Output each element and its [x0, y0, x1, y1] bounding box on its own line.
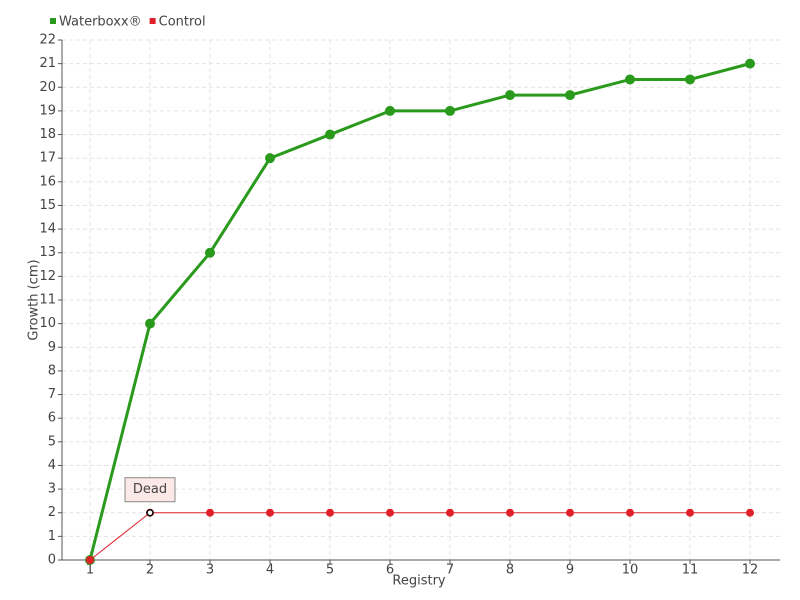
data-point — [326, 508, 334, 517]
data-point — [685, 74, 695, 85]
x-tick-label: 12 — [742, 563, 759, 578]
data-point — [566, 508, 574, 517]
annotation-point — [146, 508, 154, 517]
data-point — [445, 105, 455, 116]
x-tick-label: 10 — [622, 563, 639, 578]
y-tick-label: 10 — [39, 316, 56, 331]
legend-label: Waterboxx® — [59, 15, 142, 30]
y-tick-label: 8 — [48, 363, 56, 378]
x-tick-label: 8 — [506, 563, 514, 578]
legend-swatch — [50, 18, 56, 24]
x-tick-label: 6 — [386, 563, 394, 578]
y-tick-label: 3 — [48, 482, 56, 497]
data-point — [86, 556, 94, 564]
data-point — [266, 508, 274, 517]
annotation-box — [124, 477, 176, 503]
y-tick-label: 22 — [39, 33, 56, 48]
annotation-text: Dead — [133, 482, 167, 497]
data-point — [505, 90, 515, 101]
data-point — [206, 508, 214, 517]
x-tick-label: 1 — [86, 563, 94, 578]
data-point — [565, 90, 575, 101]
y-tick-label: 0 — [48, 553, 56, 568]
data-point — [625, 74, 635, 85]
y-tick-label: 7 — [48, 387, 56, 402]
x-tick-label: 11 — [682, 563, 699, 578]
y-tick-label: 18 — [39, 127, 56, 142]
y-axis-label: Growth (cm) — [27, 259, 42, 340]
data-point — [325, 129, 335, 140]
data-point — [205, 247, 215, 258]
y-tick-label: 5 — [48, 434, 56, 449]
y-tick-label: 21 — [39, 56, 56, 71]
x-tick-label: 5 — [326, 563, 334, 578]
data-point — [446, 508, 454, 517]
data-point — [145, 318, 155, 329]
x-tick-label: 9 — [566, 563, 574, 578]
y-tick-label: 12 — [39, 269, 56, 284]
y-tick-label: 17 — [39, 151, 56, 166]
data-point — [385, 105, 395, 116]
legend-label: Control — [159, 15, 206, 30]
y-tick-label: 19 — [39, 103, 56, 118]
x-tick-label: 4 — [266, 563, 274, 578]
y-tick-label: 13 — [39, 245, 56, 260]
series-line — [88, 62, 751, 561]
x-tick-label: 7 — [446, 563, 454, 578]
data-point — [745, 58, 755, 69]
y-tick-label: 16 — [39, 174, 56, 189]
y-tick-label: 11 — [39, 293, 56, 308]
data-point — [626, 508, 634, 517]
data-point — [265, 153, 275, 164]
y-tick-label: 6 — [48, 411, 56, 426]
y-tick-label: 1 — [48, 529, 56, 544]
x-tick-label: 2 — [146, 563, 154, 578]
legend-swatch — [149, 18, 156, 24]
y-tick-label: 15 — [39, 198, 56, 213]
y-tick-label: 4 — [48, 458, 56, 473]
y-tick-label: 14 — [39, 222, 56, 237]
x-axis-label: Registry — [392, 574, 446, 589]
data-point — [686, 508, 694, 517]
series-line — [89, 512, 750, 561]
y-tick-label: 9 — [48, 340, 56, 355]
y-tick-label: 2 — [48, 505, 56, 520]
data-point — [506, 508, 514, 517]
data-point — [386, 508, 394, 517]
data-point — [746, 508, 754, 517]
y-tick-label: 20 — [39, 80, 56, 95]
x-tick-label: 3 — [206, 563, 214, 578]
